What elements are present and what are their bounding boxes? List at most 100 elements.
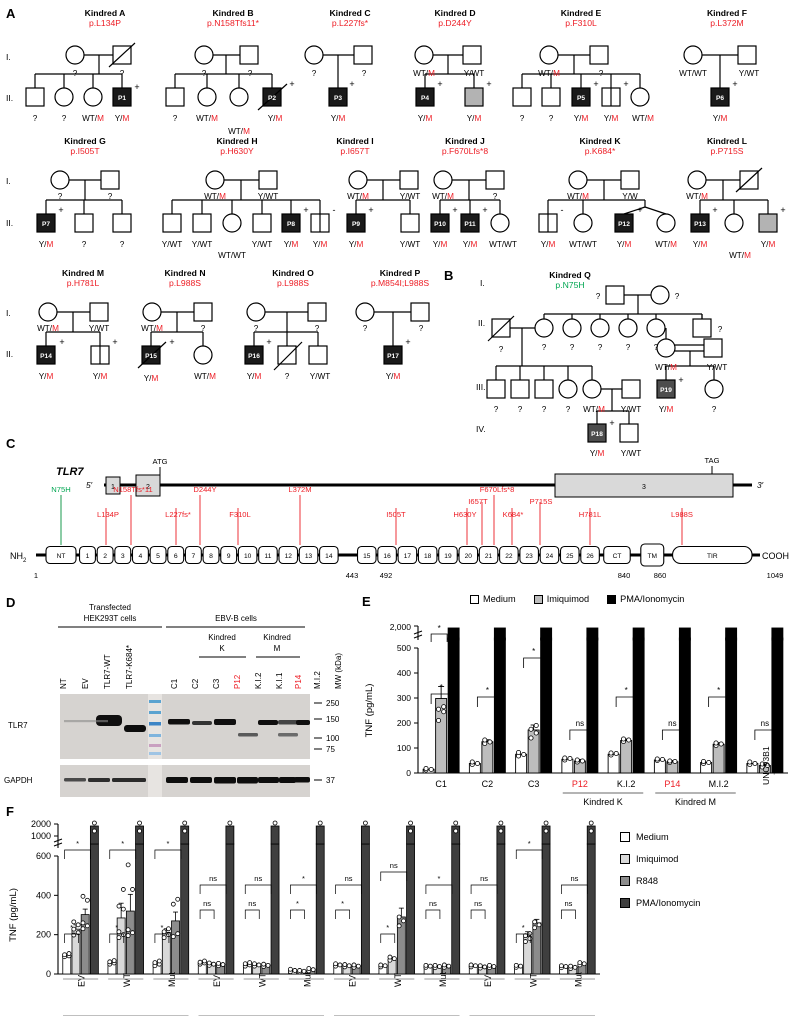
svg-text:?: ?: [120, 69, 125, 78]
svg-text:WT/WT: WT/WT: [489, 240, 517, 249]
blot-lane-p12: P12: [233, 674, 242, 689]
svg-text:WT/M: WT/M: [538, 69, 560, 78]
protein-domain-label: 17: [404, 553, 412, 560]
mutation-label-h781l: H781L: [579, 510, 601, 519]
significance-bracket: [335, 909, 350, 919]
kindred-c-header: Kindred C p.L227fs*: [300, 8, 400, 28]
protein-domain-6: [167, 545, 185, 565]
svg-text:?: ?: [362, 69, 367, 78]
data-point: [436, 706, 442, 712]
kindred-d-mutation: p.D244Y: [438, 18, 472, 28]
data-point: [621, 736, 627, 742]
data-point: [288, 966, 293, 972]
significance-bracket: [244, 909, 260, 919]
legend-swatch-medium: [470, 594, 479, 604]
significance-bracket: [708, 696, 730, 707]
svg-text:WT/WT: WT/WT: [569, 240, 597, 249]
protein-domain-7: [184, 545, 202, 565]
legend-label-imiquimod: Imiquimod: [546, 594, 590, 604]
panel-f-legend: Medium Imiquimod R848 PMA/Ionomycin: [620, 832, 700, 908]
protein-domain-label: 13: [305, 553, 313, 560]
svg-text:Y/M: Y/M: [463, 240, 478, 249]
data-point: [265, 962, 271, 968]
data-point: [62, 952, 67, 958]
protein-domain-label: TIR: [707, 553, 718, 560]
bar-medium: [653, 759, 666, 774]
blot-subgroup-kindred-k-line1: Kindred: [208, 633, 236, 642]
svg-text:?: ?: [494, 405, 499, 414]
mutation-label-d244y: D244Y: [193, 485, 216, 494]
generation-label-III-q: III.: [476, 382, 486, 392]
significance-label: ns: [564, 899, 572, 908]
significance-bracket: [561, 909, 576, 919]
kindred-b-mutation: p.N158Tfs11*: [207, 18, 259, 28]
data-point: [120, 887, 126, 892]
bar-pma-ionomycin: [541, 843, 551, 975]
generation-label-I-q: I.: [480, 278, 485, 288]
protein-domain-20: [458, 545, 479, 565]
significance-bracket: [615, 696, 637, 707]
svg-text:?: ?: [518, 405, 523, 414]
blot-row-label-tlr7: TLR7: [8, 721, 28, 730]
svg-text:+: +: [169, 337, 174, 347]
panel-f-letter: F: [6, 804, 14, 819]
data-point: [306, 966, 312, 971]
significance-bracket: [430, 633, 448, 642]
significance-label: *: [438, 624, 441, 633]
svg-text:Y/M: Y/M: [467, 114, 482, 123]
legend-label-medium-f: Medium: [636, 832, 669, 842]
significance-bracket: [154, 849, 182, 859]
data-point: [401, 918, 406, 924]
exon-2: [135, 474, 161, 497]
protein-domain-tm: [640, 543, 665, 567]
bar-pma-ionomycin: [315, 843, 325, 975]
data-point: [120, 932, 126, 938]
protein-domain-25: [559, 545, 580, 565]
significance-label: ns: [570, 874, 578, 883]
svg-text:?: ?: [82, 240, 87, 249]
significance-bracket: [430, 693, 452, 704]
protein-domain-label: 24: [546, 553, 554, 560]
proband-id-p2: P2: [268, 95, 276, 102]
data-point: [533, 723, 539, 729]
legend-label-pma: PMA/Ionomycin: [620, 594, 685, 604]
data-point: [216, 960, 221, 966]
exon-3: [554, 473, 734, 498]
proband-id-p4: P4: [421, 95, 429, 102]
svg-text:WT/M: WT/M: [413, 69, 435, 78]
protein-domain-label: 7: [191, 553, 195, 560]
data-point: [579, 758, 585, 764]
svg-text:?: ?: [542, 405, 547, 414]
protein-domain-13: [298, 545, 319, 565]
svg-text:Y/WT: Y/WT: [258, 192, 278, 201]
x-tick-label: WT: [528, 973, 538, 987]
blot-lane-ki2: K.I.2: [254, 672, 263, 689]
protein-domain-label: 11: [265, 553, 272, 560]
svg-text:WT/M: WT/M: [204, 192, 226, 201]
axis-break-mark: [53, 842, 63, 847]
kindred-a-header: Kindred A p.L134P: [40, 8, 170, 28]
axis-break-mark: [53, 838, 63, 843]
y-tick-label: 200: [36, 930, 51, 940]
data-point: [182, 820, 188, 826]
significance-bracket: [154, 933, 170, 943]
proband-id-p18: P18: [591, 431, 603, 438]
pedigree-kindred-q: P18 P19 ++ ?? ??? ?? ?? WT/M Y/WT ??? ? …: [486, 285, 727, 458]
proband-id-p14: P14: [40, 353, 52, 360]
generation-label-I-row3: I.: [6, 308, 11, 318]
kindred-d-header: Kindred D p.D244Y: [400, 8, 510, 28]
kindred-e-title: Kindred E: [560, 8, 602, 18]
svg-text:+: +: [289, 79, 294, 89]
protein-domain-label: 19: [444, 553, 452, 560]
data-point: [706, 759, 712, 765]
significance-label: ns: [390, 861, 398, 870]
significance-label: *: [528, 839, 531, 848]
legend-swatch-medium-f: [620, 832, 630, 842]
svg-text:+: +: [59, 337, 64, 347]
individual-circle: [65, 45, 85, 65]
exon-2-label: 2: [146, 484, 150, 491]
data-point: [396, 914, 402, 920]
svg-text:Y/M: Y/M: [541, 240, 556, 249]
group-bracket-label: Kindred K: [583, 797, 623, 807]
significance-bracket: [523, 657, 545, 668]
